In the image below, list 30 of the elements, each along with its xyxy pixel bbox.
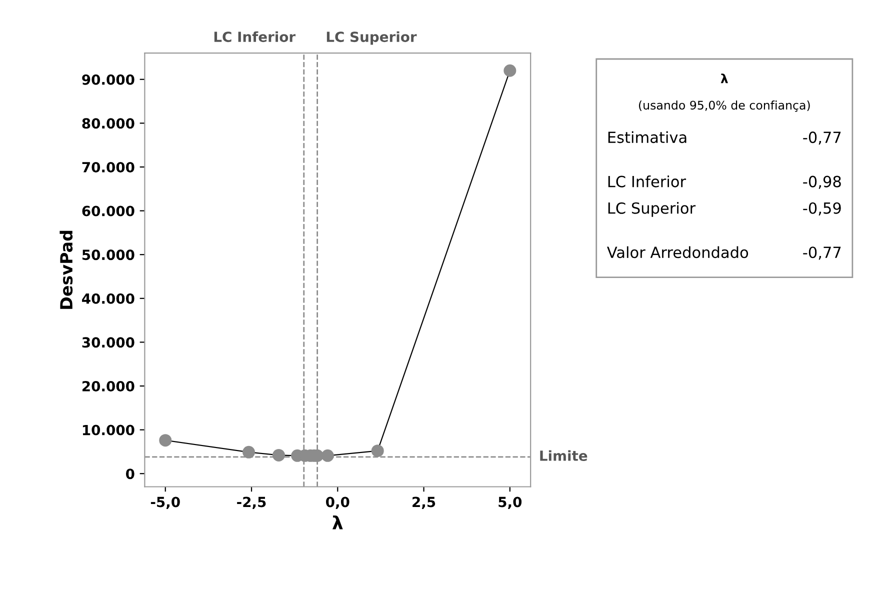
text: -0,59 (803, 202, 841, 216)
text: -0,77 (803, 246, 841, 260)
text: LC Superior (608, 202, 696, 217)
y-tick-label: 40.000 (82, 293, 134, 304)
x-tick-label: -2,5 (237, 496, 266, 509)
x-tick-label: -5,0 (150, 496, 180, 509)
text: (usando 95,0% de confiança) (638, 100, 810, 112)
y-tick-label: 0 (126, 468, 134, 480)
x-tick-label: 0,0 (326, 496, 350, 509)
ref-line-label: LC Superior (326, 31, 417, 45)
y-tick-label: 30.000 (82, 337, 134, 348)
ref-line-label: LC Inferior (214, 31, 296, 42)
y-tick-label: 20.000 (82, 380, 134, 392)
y-tick-label: 90.000 (82, 74, 134, 85)
y-tick-label: 60.000 (82, 206, 134, 216)
y-tick-label: 70.000 (82, 162, 134, 172)
ref-line-label: Limite (540, 450, 588, 461)
x-tick-label: 2,5 (412, 496, 436, 509)
y-axis-title: DesvPad (60, 230, 73, 309)
x-axis-title: λ (332, 515, 343, 530)
text: λ (720, 74, 728, 84)
text: Estimativa (608, 131, 686, 144)
text: -0,98 (803, 176, 841, 189)
x-tick-label: 5,0 (498, 496, 522, 509)
y-tick-label: 50.000 (82, 250, 134, 260)
text: LC Inferior (608, 176, 686, 188)
text: -0,77 (803, 132, 841, 145)
y-tick-label: 80.000 (82, 118, 134, 129)
text: Valor Arredondado (607, 246, 748, 258)
y-tick-label: 10.000 (82, 424, 134, 436)
